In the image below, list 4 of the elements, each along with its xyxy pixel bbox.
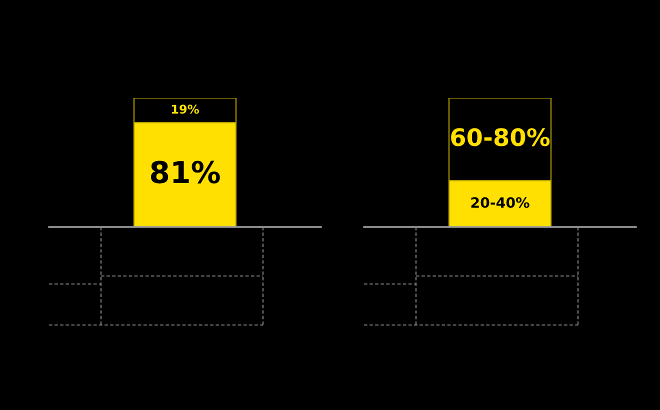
annotation: 60-80% bbox=[451, 128, 550, 146]
data-label: 81% bbox=[150, 160, 220, 184]
data-label: 19% bbox=[172, 104, 199, 114]
annotation: 20-40% bbox=[471, 197, 530, 208]
